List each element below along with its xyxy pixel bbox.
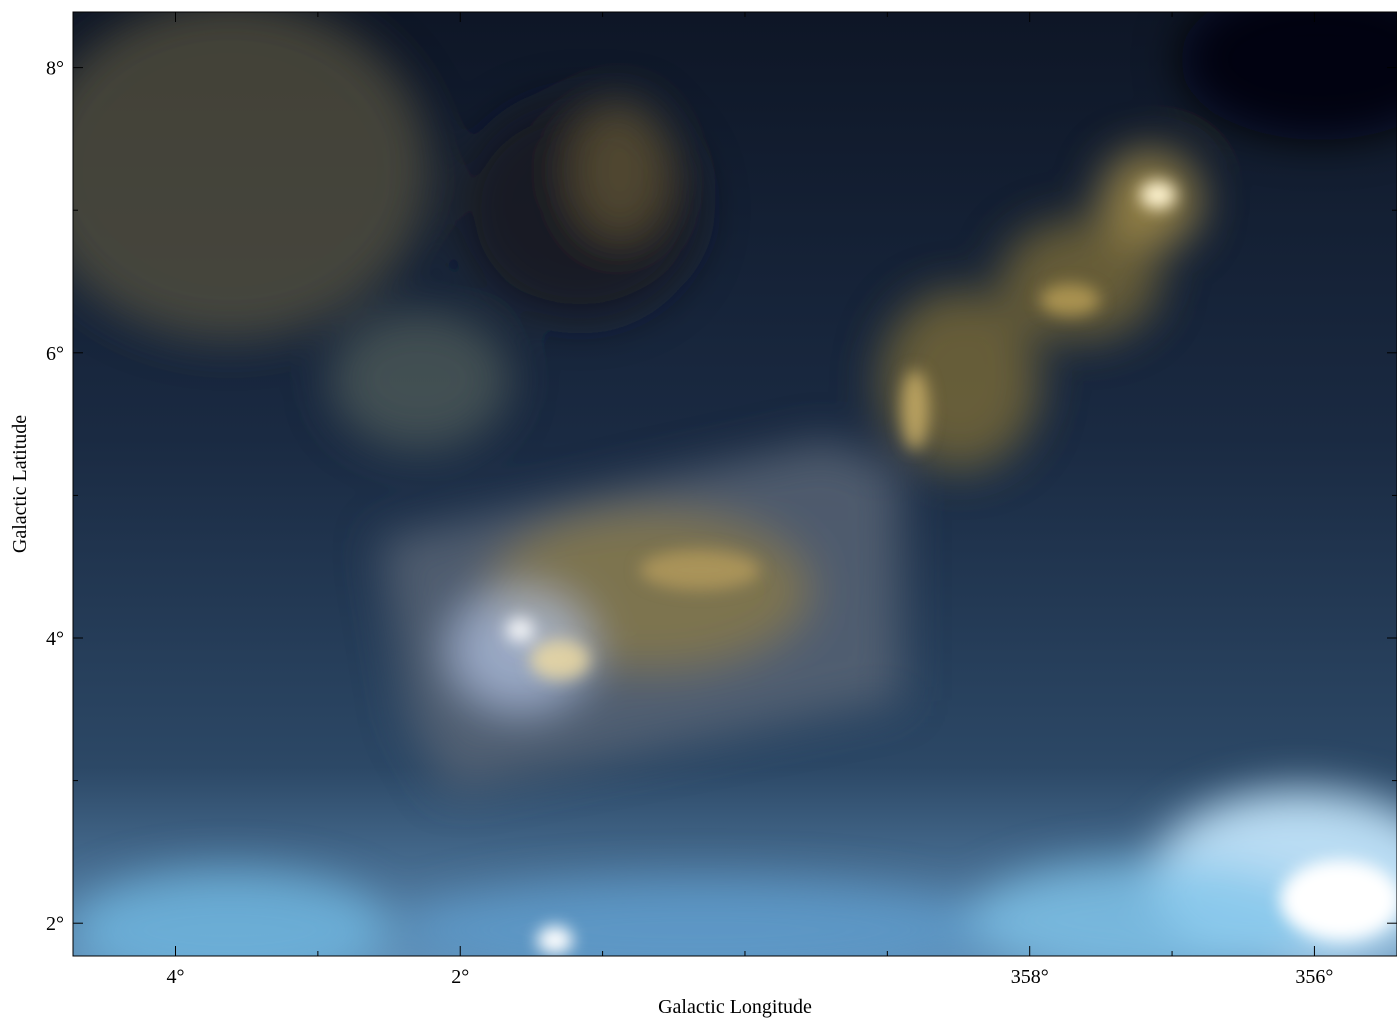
y-tick-label: 2° xyxy=(46,913,64,935)
x-tick-label: 2° xyxy=(451,966,469,988)
x-axis-label: Galactic Longitude xyxy=(658,996,812,1018)
plot-frame xyxy=(72,11,1397,957)
y-tick-label: 6° xyxy=(46,343,64,365)
y-axis-label: Galactic Latitude xyxy=(9,415,31,553)
sky-image xyxy=(73,12,1397,956)
x-tick-label: 358° xyxy=(1011,966,1049,988)
y-tick-label: 8° xyxy=(46,58,64,80)
x-tick-label: 4° xyxy=(167,966,185,988)
y-tick-label: 4° xyxy=(46,628,64,650)
x-tick-label: 356° xyxy=(1295,966,1333,988)
